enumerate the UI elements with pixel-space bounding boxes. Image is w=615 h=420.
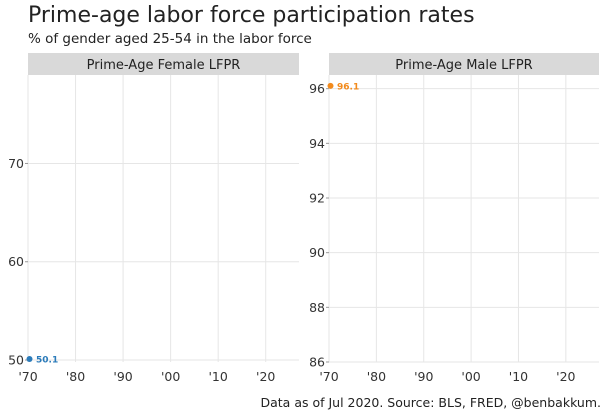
x-tick-label: '70: [18, 369, 37, 384]
panel-female: Prime-Age Female LFPR '70 '80 '90 '00 '10 '20 5…: [8, 53, 299, 384]
chart-caption: Data as of Jul 2020. Source: BLS, FRED, …: [260, 395, 602, 410]
x-tick-label: '10: [209, 369, 228, 384]
x-tick-label: '10: [509, 369, 528, 384]
y-tick-label: 96: [309, 81, 325, 96]
x-tick-label: '80: [66, 369, 85, 384]
chart-title: Prime-age labor force participation rate…: [28, 3, 475, 28]
y-tick-label: 86: [309, 355, 325, 370]
y-tick-label: 60: [8, 254, 24, 269]
series-end-point: [327, 82, 334, 89]
x-tick-label: '20: [256, 369, 275, 384]
panel-male: Prime-Age Male LFPR '70 '80 '90 '00 '10 '20 86 8…: [309, 53, 599, 384]
y-tick-label: 92: [309, 191, 325, 206]
x-tick-label: '70: [319, 369, 338, 384]
x-tick-label: '80: [367, 369, 386, 384]
chart-subtitle: % of gender aged 25-54 in the labor forc…: [28, 31, 312, 47]
series-end-label: 96.1: [337, 82, 359, 92]
facet-strip-label: Prime-Age Female LFPR: [87, 58, 241, 73]
panel-background: [329, 75, 599, 362]
x-tick-label: '00: [161, 369, 180, 384]
y-tick-label: 50: [8, 353, 24, 368]
panel-background: [28, 75, 299, 362]
x-tick-label: '90: [113, 369, 132, 384]
x-tick-label: '00: [461, 369, 480, 384]
y-tick-label: 90: [309, 245, 325, 260]
y-tick-label: 94: [309, 136, 325, 151]
facet-strip: [329, 53, 599, 75]
y-tick-label: 88: [309, 300, 325, 315]
x-tick-label: '20: [556, 369, 575, 384]
series-end-label: 50.1: [36, 356, 58, 366]
series-end-point: [26, 356, 33, 363]
y-tick-label: 70: [8, 156, 24, 171]
facet-strip: [28, 53, 299, 75]
x-tick-label: '90: [414, 369, 433, 384]
facet-strip-label: Prime-Age Male LFPR: [395, 58, 532, 73]
